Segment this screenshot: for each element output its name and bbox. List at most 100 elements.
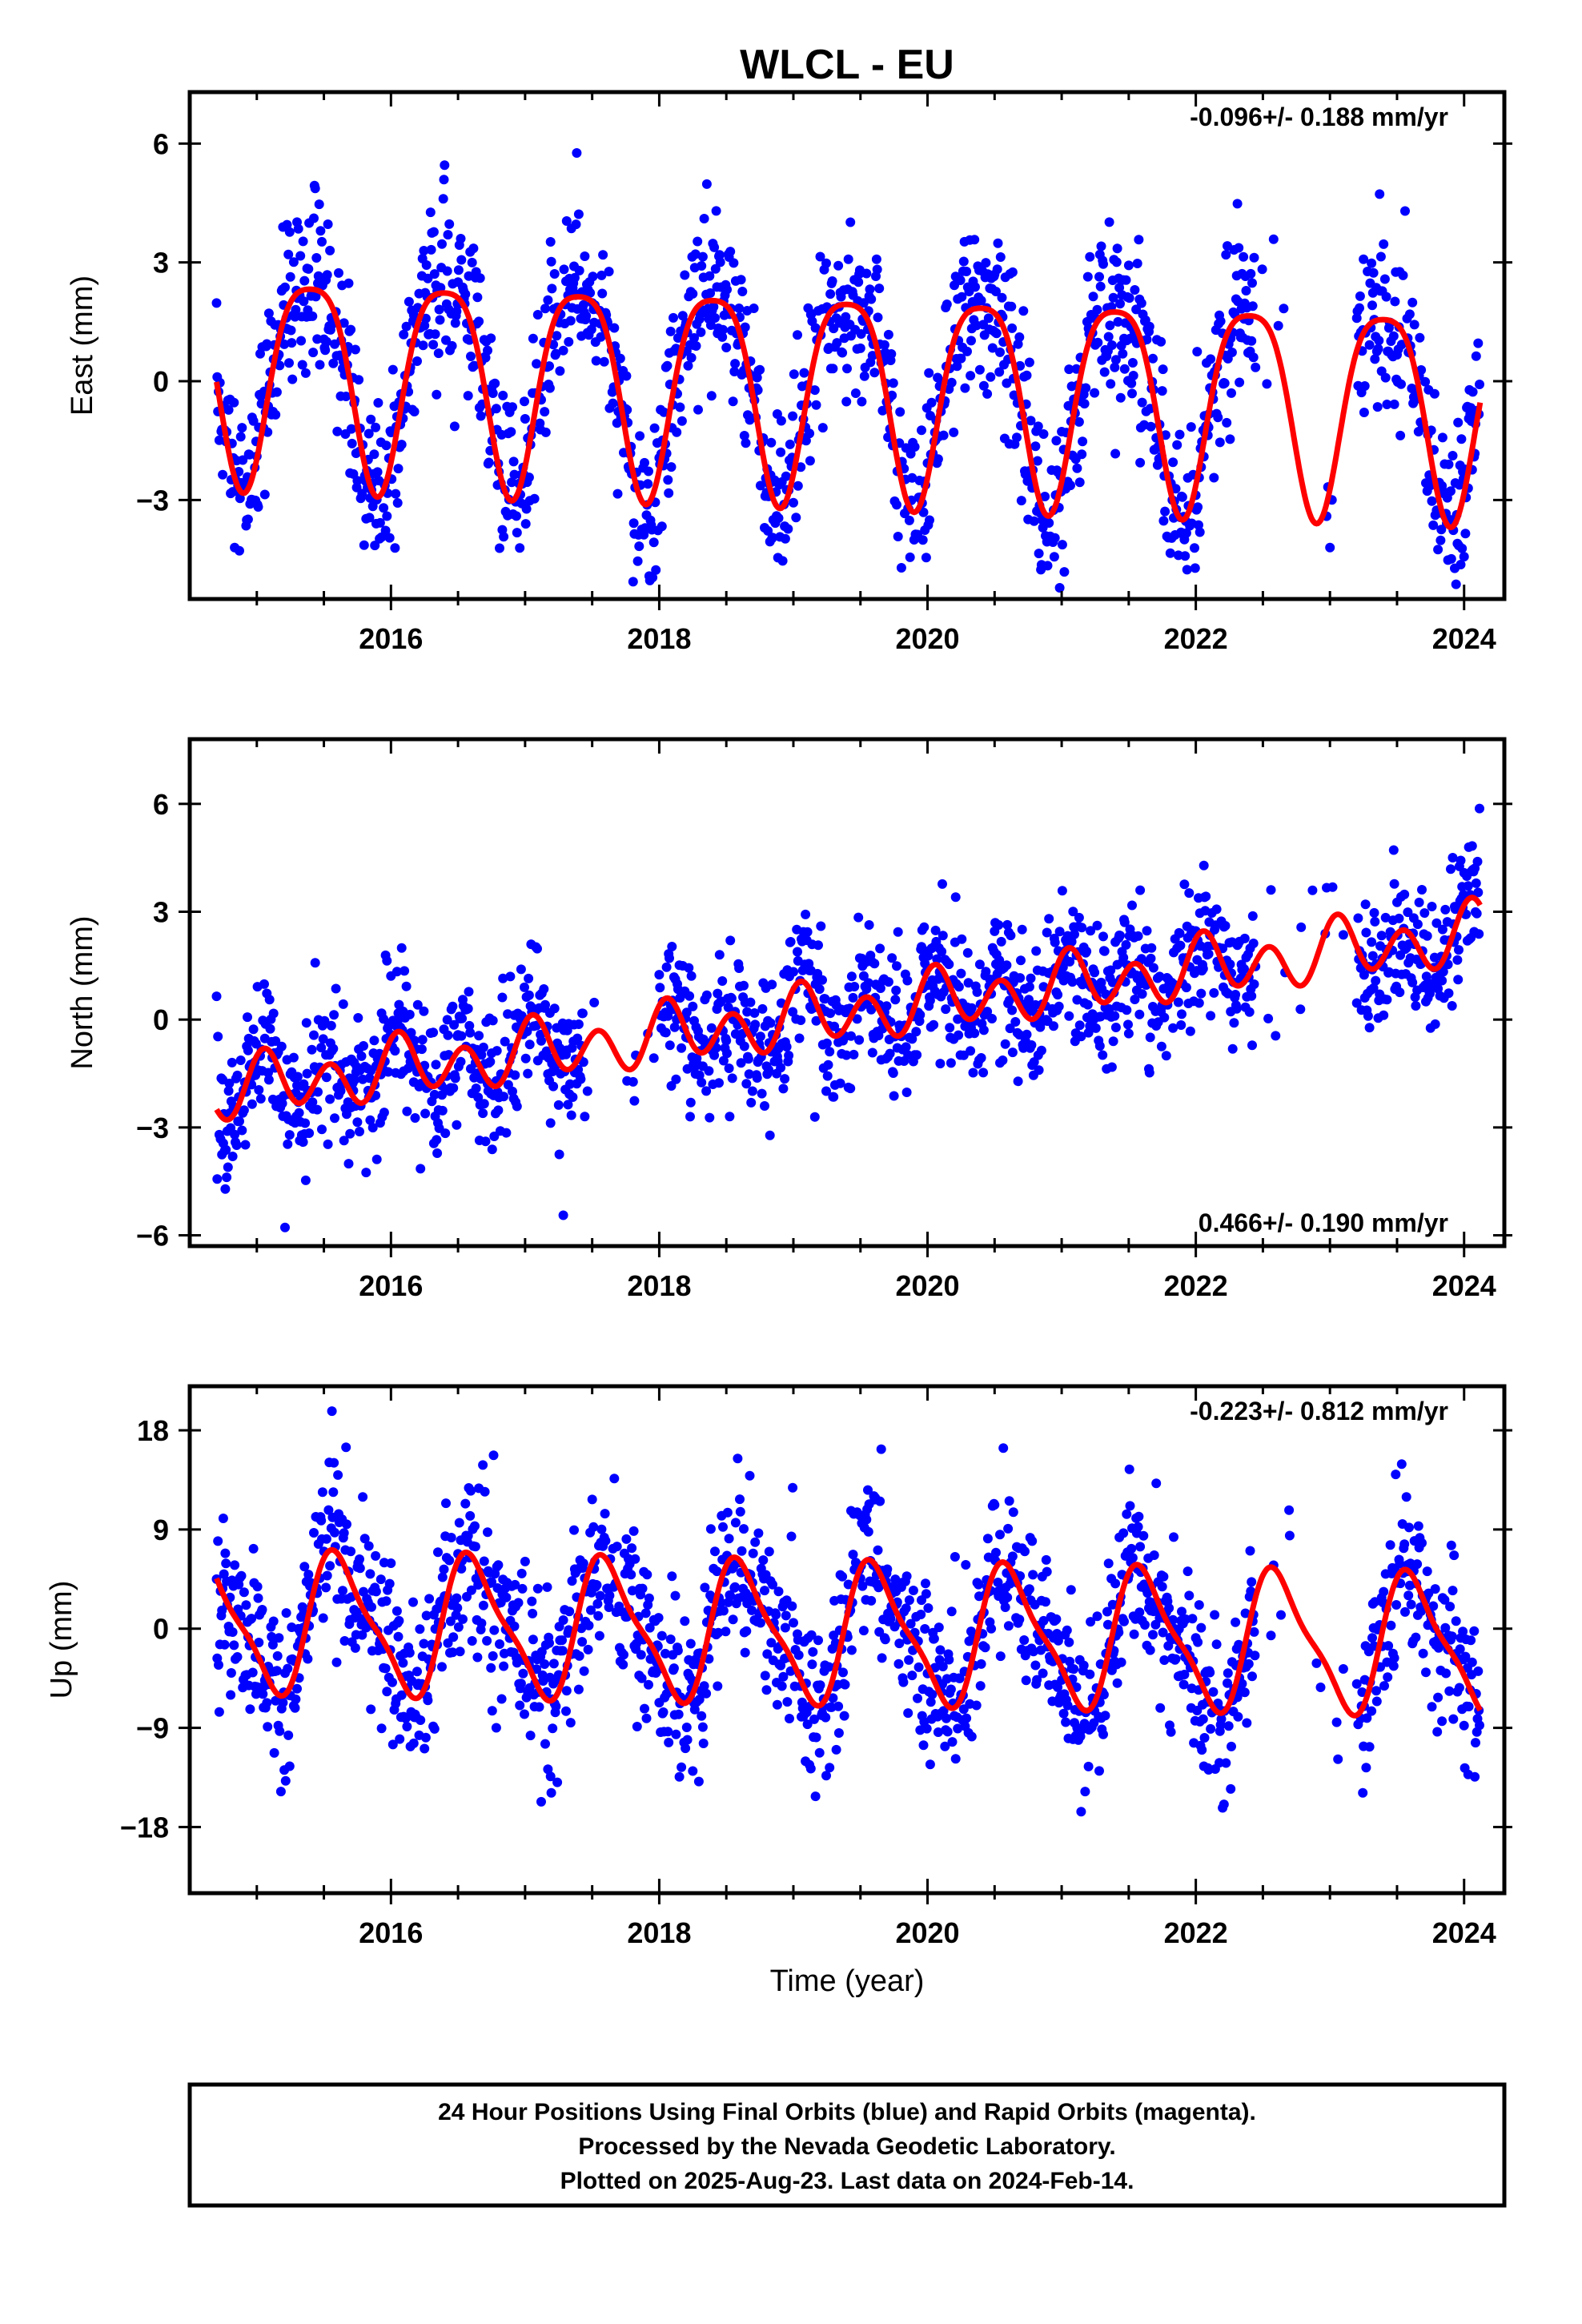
north-data-point — [1447, 1001, 1457, 1011]
up-data-point — [1455, 1644, 1465, 1655]
up-data-point — [350, 1642, 360, 1653]
up-data-point — [329, 1458, 339, 1468]
north-data-point — [420, 1108, 431, 1119]
north-data-point — [437, 1105, 448, 1116]
up-data-point — [833, 1728, 844, 1738]
up-data-point — [574, 1651, 584, 1661]
north-data-point — [1458, 890, 1468, 900]
north-data-point — [235, 1055, 246, 1065]
east-data-point — [783, 524, 793, 534]
up-data-point — [1134, 1511, 1144, 1522]
up-data-point — [1122, 1509, 1132, 1519]
east-data-point — [1114, 283, 1125, 293]
up-data-point — [339, 1528, 349, 1538]
up-data-point — [544, 1638, 554, 1648]
east-data-point — [404, 296, 414, 307]
north-data-point — [1239, 933, 1250, 943]
up-data-point — [596, 1524, 607, 1534]
up-data-point — [546, 1787, 556, 1798]
north-data-point — [464, 1020, 475, 1031]
east-data-point — [282, 219, 292, 230]
north-data-point — [1447, 853, 1458, 862]
east-data-point — [1115, 299, 1125, 309]
up-data-point — [437, 1662, 447, 1672]
east-data-point — [311, 292, 321, 302]
up-data-point — [483, 1527, 492, 1538]
east-data-point — [429, 269, 440, 279]
up-data-point — [1454, 1683, 1464, 1693]
up-data-point — [595, 1590, 605, 1601]
up-data-point — [976, 1659, 986, 1669]
north-data-point — [335, 1086, 346, 1096]
north-data-point — [1148, 963, 1158, 973]
north-data-point — [524, 973, 534, 983]
up-data-point — [998, 1443, 1009, 1454]
north-data-point — [330, 1113, 339, 1124]
up-data-point — [782, 1697, 793, 1707]
up-data-point — [642, 1570, 652, 1580]
east-data-point — [793, 330, 802, 340]
east-data-point — [843, 254, 853, 264]
up-data-point — [1447, 1586, 1458, 1596]
up-data-point — [730, 1518, 741, 1528]
up-data-point — [673, 1646, 683, 1655]
east-data-point — [474, 316, 484, 327]
north-data-point — [1427, 902, 1437, 911]
east-data-point — [1042, 561, 1053, 571]
up-data-point — [380, 1663, 391, 1674]
east-data-point — [892, 500, 901, 510]
north-data-point — [725, 1112, 735, 1122]
east-data-point — [736, 275, 746, 285]
up-data-point — [689, 1704, 700, 1715]
north-data-point — [1368, 983, 1379, 993]
up-data-point — [644, 1679, 653, 1690]
north-data-point — [508, 1086, 517, 1096]
east-data-point — [962, 267, 972, 276]
up-y-tick-label: −18 — [120, 1811, 169, 1844]
up-data-point — [1003, 1621, 1014, 1631]
north-data-point — [1295, 1004, 1306, 1015]
up-data-point — [545, 1771, 556, 1782]
east-data-point — [952, 361, 962, 372]
up-data-point — [214, 1707, 224, 1717]
north-data-point — [1196, 988, 1207, 999]
east-data-point — [253, 502, 263, 512]
north-data-point — [237, 1125, 247, 1136]
up-data-point — [653, 1613, 664, 1623]
up-data-point — [950, 1754, 961, 1764]
up-data-point — [396, 1690, 407, 1700]
east-data-point — [1105, 320, 1115, 331]
east-data-point — [1126, 378, 1137, 388]
north-data-point — [1121, 939, 1131, 950]
north-data-point — [1176, 1020, 1186, 1030]
north-data-point — [970, 1028, 980, 1039]
north-data-point — [232, 1070, 243, 1080]
east-data-point — [321, 336, 331, 347]
east-data-point — [1427, 496, 1437, 506]
east-x-tick-label: 2020 — [895, 622, 959, 655]
up-data-point — [433, 1547, 443, 1558]
east-data-point — [441, 335, 451, 345]
north-data-point — [264, 995, 275, 1005]
up-ylabel: Up (mm) — [45, 1581, 78, 1699]
east-data-point — [874, 283, 885, 294]
east-data-point — [689, 333, 699, 343]
north-data-point — [1058, 962, 1068, 972]
up-data-point — [516, 1679, 526, 1689]
up-data-point — [283, 1730, 294, 1740]
up-data-point — [942, 1727, 953, 1737]
north-data-point — [684, 963, 694, 973]
east-data-point — [299, 296, 309, 307]
east-data-point — [1180, 551, 1191, 561]
up-data-point — [1197, 1745, 1207, 1755]
north-data-point — [1417, 885, 1427, 895]
up-data-point — [1221, 1758, 1231, 1768]
east-data-point — [271, 409, 281, 420]
east-data-point — [680, 270, 690, 280]
east-data-point — [322, 270, 332, 280]
east-data-point — [1111, 257, 1122, 267]
north-data-point — [671, 1074, 681, 1084]
north-data-point — [1094, 1041, 1105, 1051]
east-data-point — [1471, 351, 1481, 361]
